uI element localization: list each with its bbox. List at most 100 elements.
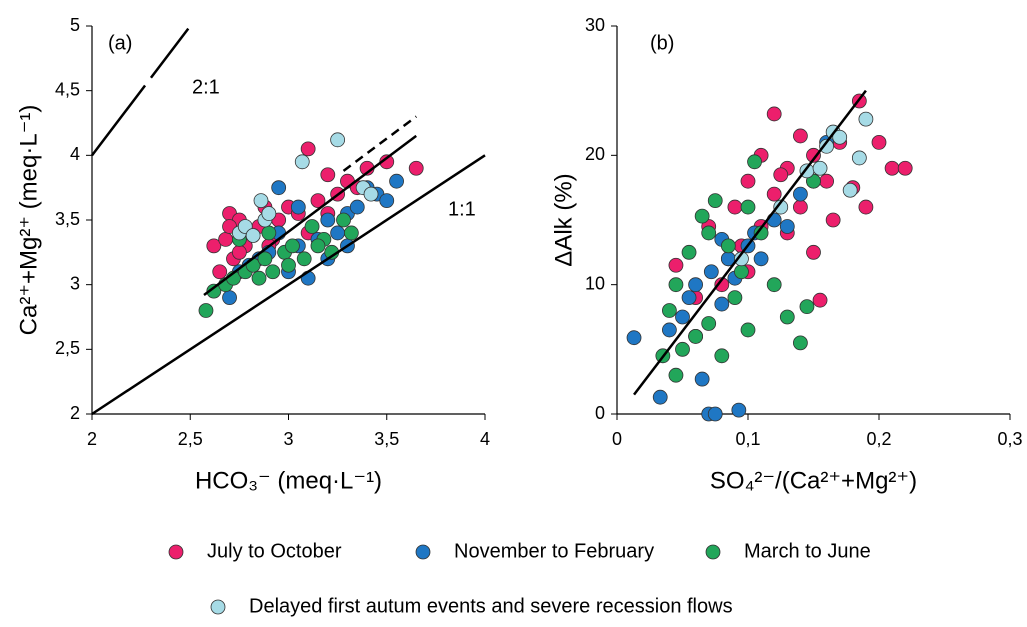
- x-tick-label: 3: [283, 429, 293, 449]
- reference-line: [91, 27, 190, 157]
- point: [714, 348, 730, 364]
- point: [408, 160, 424, 176]
- legend: July to October November to February March…: [168, 540, 871, 617]
- x-tick-label: 2: [87, 429, 97, 449]
- y-tick-label: 30: [585, 15, 605, 35]
- point: [281, 257, 296, 273]
- point: [703, 264, 719, 280]
- point: [806, 244, 821, 260]
- point: [753, 225, 769, 241]
- y-tick-label: 3: [70, 273, 80, 293]
- point: [253, 193, 269, 209]
- y-tick-label: 4: [70, 144, 80, 164]
- legend-marker: [168, 544, 184, 560]
- x-tick-label: 3,5: [374, 429, 399, 449]
- x-tick-label: 0,2: [866, 429, 891, 449]
- point: [740, 199, 756, 215]
- x-axis-label: HCO₃⁻ (meq·L⁻¹): [195, 467, 382, 494]
- x-axis-label: SO₄²⁻/(Ca²⁺+Mg²⁺): [710, 467, 917, 494]
- y-tick-label: 20: [585, 144, 605, 164]
- point: [626, 330, 642, 346]
- point: [320, 212, 336, 228]
- x-tick-label: 2,5: [178, 429, 203, 449]
- point: [779, 309, 795, 325]
- point: [707, 193, 723, 209]
- point: [694, 208, 710, 224]
- point: [330, 225, 346, 241]
- point: [681, 290, 697, 306]
- point: [379, 193, 395, 209]
- plot: 0 0,1 0,2 0,3 0 10 20 30 SO₄²⁻/(Ca²⁺+Mg²⁺) ΔAlk (…: [550, 15, 1022, 495]
- x-tick-label: 4: [480, 429, 490, 449]
- point: [812, 160, 828, 176]
- point: [285, 238, 300, 254]
- point: [884, 160, 900, 176]
- point: [806, 147, 821, 163]
- point: [675, 341, 690, 357]
- reference-line: [91, 154, 486, 416]
- y-tick-label: 2: [70, 403, 80, 423]
- y-axis-label: Ca²⁺+Mg²⁺ (meq·L⁻¹): [15, 105, 42, 336]
- legend-label: July to October: [207, 540, 342, 562]
- legend-marker: [415, 544, 431, 560]
- point: [300, 270, 316, 286]
- point: [793, 128, 808, 144]
- point: [389, 173, 404, 189]
- point: [206, 283, 222, 299]
- y-tick-label: 2,5: [55, 338, 80, 358]
- point: [694, 371, 710, 387]
- point: [251, 270, 267, 286]
- point: [688, 328, 703, 344]
- point: [222, 290, 237, 306]
- point: [662, 303, 677, 318]
- point: [731, 402, 747, 418]
- y-axis-label: ΔAlk (%): [550, 173, 577, 266]
- legend-label: March to June: [744, 540, 871, 562]
- point: [668, 257, 684, 273]
- point: [675, 309, 690, 325]
- point: [858, 111, 874, 127]
- point: [681, 244, 697, 260]
- point: [304, 219, 320, 234]
- y-tick-label: 5: [70, 15, 80, 35]
- panel-label: (b): [650, 32, 674, 54]
- point: [701, 225, 717, 241]
- y-tick-label: 10: [585, 273, 605, 293]
- point: [740, 173, 756, 189]
- point: [766, 212, 782, 228]
- point: [832, 129, 848, 145]
- point: [231, 244, 247, 260]
- legend-marker: [705, 544, 721, 560]
- point: [296, 251, 312, 267]
- point: [819, 138, 834, 154]
- annotation: 2:1: [192, 76, 220, 98]
- point: [668, 277, 684, 293]
- point: [793, 335, 808, 351]
- point: [668, 367, 684, 383]
- point: [330, 132, 346, 148]
- point: [793, 199, 808, 215]
- point: [707, 406, 723, 422]
- x-tick-label: 0,1: [735, 429, 760, 449]
- point: [662, 322, 677, 338]
- point: [773, 167, 789, 183]
- point: [652, 389, 668, 405]
- point: [812, 292, 828, 308]
- point: [714, 296, 730, 312]
- point: [261, 225, 277, 241]
- point: [753, 251, 769, 267]
- reference-line: [633, 89, 867, 396]
- y-tick-label: 4,5: [55, 79, 80, 99]
- point: [336, 212, 351, 228]
- legend-marker: [210, 599, 226, 615]
- point: [343, 225, 359, 241]
- point: [766, 106, 782, 122]
- point: [766, 186, 782, 202]
- point: [779, 219, 795, 234]
- point: [740, 322, 756, 338]
- annotation: 1:1: [448, 198, 476, 220]
- point: [727, 290, 743, 306]
- plot: 2 2,5 3 3,5 4 2 2,5 3 3,5 4 4,5 5 HCO₃⁻ (meq·L⁻¹) Ca²…: [15, 15, 490, 495]
- y-tick-label: 3,5: [55, 209, 80, 229]
